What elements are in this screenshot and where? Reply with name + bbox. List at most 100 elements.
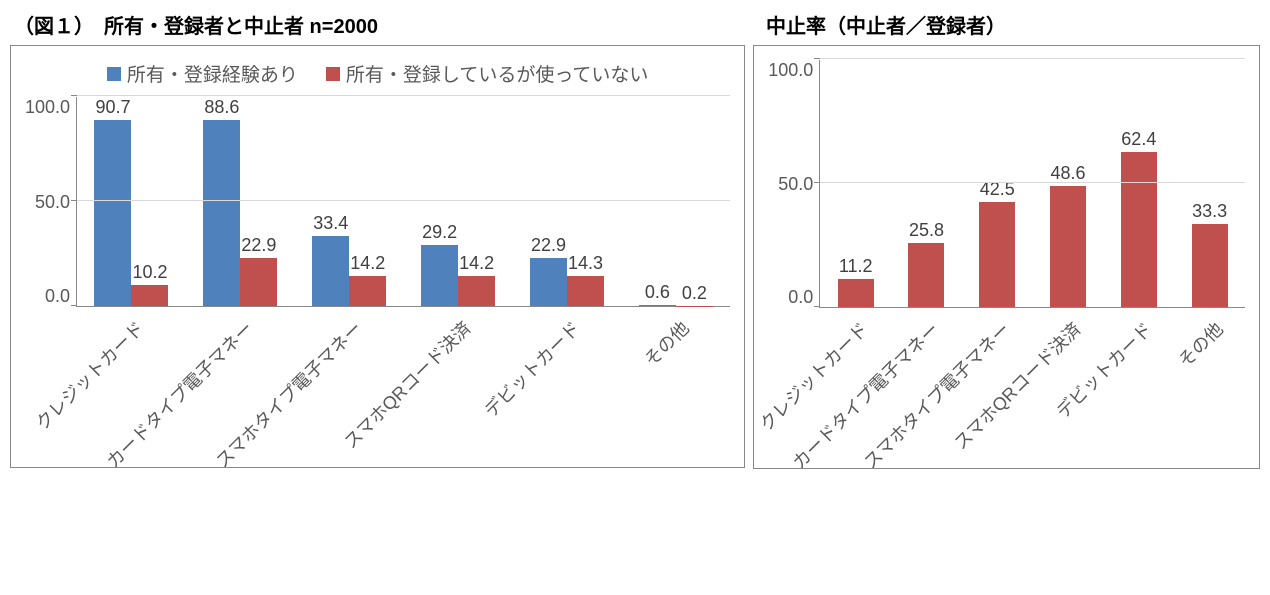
bar-wrap: 10.2 [131, 97, 168, 306]
bar-group: 33.3 [1174, 60, 1245, 307]
ytick-mark [71, 95, 77, 96]
chart1-bar-groups: 90.710.288.622.933.414.229.214.222.914.3… [77, 97, 730, 306]
legend-swatch [107, 67, 121, 81]
xlabel-slot: その他 [621, 307, 730, 467]
legend-swatch [326, 67, 340, 81]
xlabel-slot: デビットカード [1103, 308, 1174, 468]
chart2-graph-area: 11.2 25.8 42.5 48.6 62.4 33.3 [819, 60, 1245, 308]
bar [349, 276, 386, 306]
bar-group: 48.6 [1033, 60, 1104, 307]
bar-wrap: 11.2 [838, 60, 874, 307]
xlabel: その他 [1171, 316, 1228, 373]
bar-value-label: 11.2 [839, 256, 873, 277]
bar-wrap: 90.7 [94, 97, 131, 306]
chart2-plot: 100.0 50.0 0.0 11.2 25.8 42.5 48.6 62.4 33.3 [768, 60, 1245, 308]
chart2-title: 中止率（中止者／登録者） [754, 10, 1006, 39]
chart2-panel: 100.0 50.0 0.0 11.2 25.8 42.5 48.6 62.4 33.3 クレ… [753, 45, 1260, 469]
ytick-label: 0.0 [45, 286, 70, 307]
xlabel: その他 [638, 315, 695, 372]
bar-group: 11.2 [820, 60, 891, 307]
gridline [77, 200, 730, 201]
titles-row: （図１） 所有・登録者と中止者 n=2000 中止率（中止者／登録者） [10, 10, 1260, 39]
bar-wrap: 14.2 [458, 97, 495, 306]
bar-wrap: 88.6 [203, 97, 240, 306]
bar-wrap: 33.3 [1192, 60, 1228, 307]
bar-value-label: 90.7 [95, 97, 130, 118]
bar-group: 0.6 0.2 [621, 97, 730, 306]
bar [312, 236, 349, 306]
bar-wrap: 62.4 [1121, 60, 1157, 307]
chart1-yaxis: 100.0 50.0 0.0 [25, 97, 76, 307]
chart1-xlabels: クレジットカードカードタイプ電子マネースマホタイプ電子マネースマホQRコード決済… [76, 307, 730, 467]
bar-group: 62.4 [1103, 60, 1174, 307]
ytick-mark [814, 58, 820, 59]
xlabel-slot: デビットカード [512, 307, 621, 467]
chart1-plot: 100.050.00.0 90.710.288.622.933.414.229.… [25, 97, 730, 307]
gridline [820, 182, 1245, 183]
bar-value-label: 10.2 [132, 262, 167, 283]
bar-wrap: 0.2 [676, 97, 713, 306]
bar-wrap: 25.8 [908, 60, 944, 307]
charts-row: 所有・登録経験あり 所有・登録しているが使っていない 100.0 50.0 0.0 9… [10, 45, 1260, 469]
legend-label: 所有・登録しているが使っていない [346, 60, 648, 87]
bar-value-label: 0.6 [645, 282, 670, 303]
legend-label: 所有・登録経験あり [127, 60, 298, 87]
bar-wrap: 33.4 [312, 97, 349, 306]
ytick-mark [814, 306, 820, 307]
chart1-box: 所有・登録経験あり 所有・登録しているが使っていない 100.0 50.0 0.0 9… [11, 46, 744, 467]
ytick-mark [71, 200, 77, 201]
bar [530, 258, 567, 306]
ytick-label: 0.0 [788, 287, 813, 308]
chart2-xlabels: クレジットカードカードタイプ電子マネースマホタイプ電子マネースマホQRコード決済… [819, 308, 1245, 468]
chart1-legend: 所有・登録経験あり 所有・登録しているが使っていない [25, 60, 730, 87]
bar [1050, 186, 1086, 307]
chart1-graph-area: 90.710.288.622.933.414.229.214.222.914.3… [76, 97, 730, 307]
bar-value-label: 25.8 [909, 220, 944, 241]
bar-value-label: 33.3 [1192, 201, 1227, 222]
bar [1121, 152, 1157, 307]
bar-wrap: 14.3 [567, 97, 604, 306]
ytick-label: 100.0 [25, 97, 70, 118]
bar-wrap: 22.9 [530, 97, 567, 306]
chart2-box: 100.0 50.0 0.0 11.2 25.8 42.5 48.6 62.4 33.3 クレ… [754, 46, 1259, 468]
bar-group: 22.914.3 [513, 97, 622, 306]
gridline [820, 58, 1245, 59]
ytick-mark [71, 305, 77, 306]
ytick-label: 50.0 [778, 174, 813, 195]
ytick-label: 100.0 [768, 60, 813, 81]
ytick-label: 50.0 [35, 192, 70, 213]
bar [458, 276, 495, 306]
bar [131, 285, 168, 306]
bar-wrap: 14.2 [349, 97, 386, 306]
chart1-title: （図１） 所有・登録者と中止者 n=2000 [10, 10, 754, 39]
gridline [77, 95, 730, 96]
bar-value-label: 22.9 [531, 235, 566, 256]
bar [203, 120, 240, 306]
bar-wrap: 0.6 [639, 97, 676, 306]
bar-wrap: 48.6 [1050, 60, 1086, 307]
bar-value-label: 88.6 [204, 97, 239, 118]
bar-value-label: 33.4 [313, 213, 348, 234]
bar-group: 88.622.9 [186, 97, 295, 306]
bar [94, 120, 131, 306]
bar [979, 202, 1015, 307]
bar [567, 276, 604, 306]
bar-value-label: 14.3 [568, 253, 603, 274]
bar [838, 279, 874, 307]
bar [908, 243, 944, 307]
chart1-panel: 所有・登録経験あり 所有・登録しているが使っていない 100.0 50.0 0.0 9… [10, 45, 745, 468]
bar-group: 42.5 [962, 60, 1033, 307]
bar-value-label: 29.2 [422, 222, 457, 243]
bar [240, 258, 277, 306]
bar-group: 90.7 10.2 [77, 97, 186, 306]
ytick-mark [814, 182, 820, 183]
legend-item: 所有・登録経験あり [107, 60, 298, 87]
bar [1192, 224, 1228, 307]
chart2-bar-groups: 11.2 25.8 42.5 48.6 62.4 33.3 [820, 60, 1245, 307]
bar-group: 33.414.2 [295, 97, 404, 306]
bar-wrap: 29.2 [421, 97, 458, 306]
bar-wrap: 42.5 [979, 60, 1015, 307]
bar-group: 25.8 [891, 60, 962, 307]
xlabel-slot: その他 [1174, 308, 1245, 468]
bar-wrap: 22.9 [240, 97, 277, 306]
